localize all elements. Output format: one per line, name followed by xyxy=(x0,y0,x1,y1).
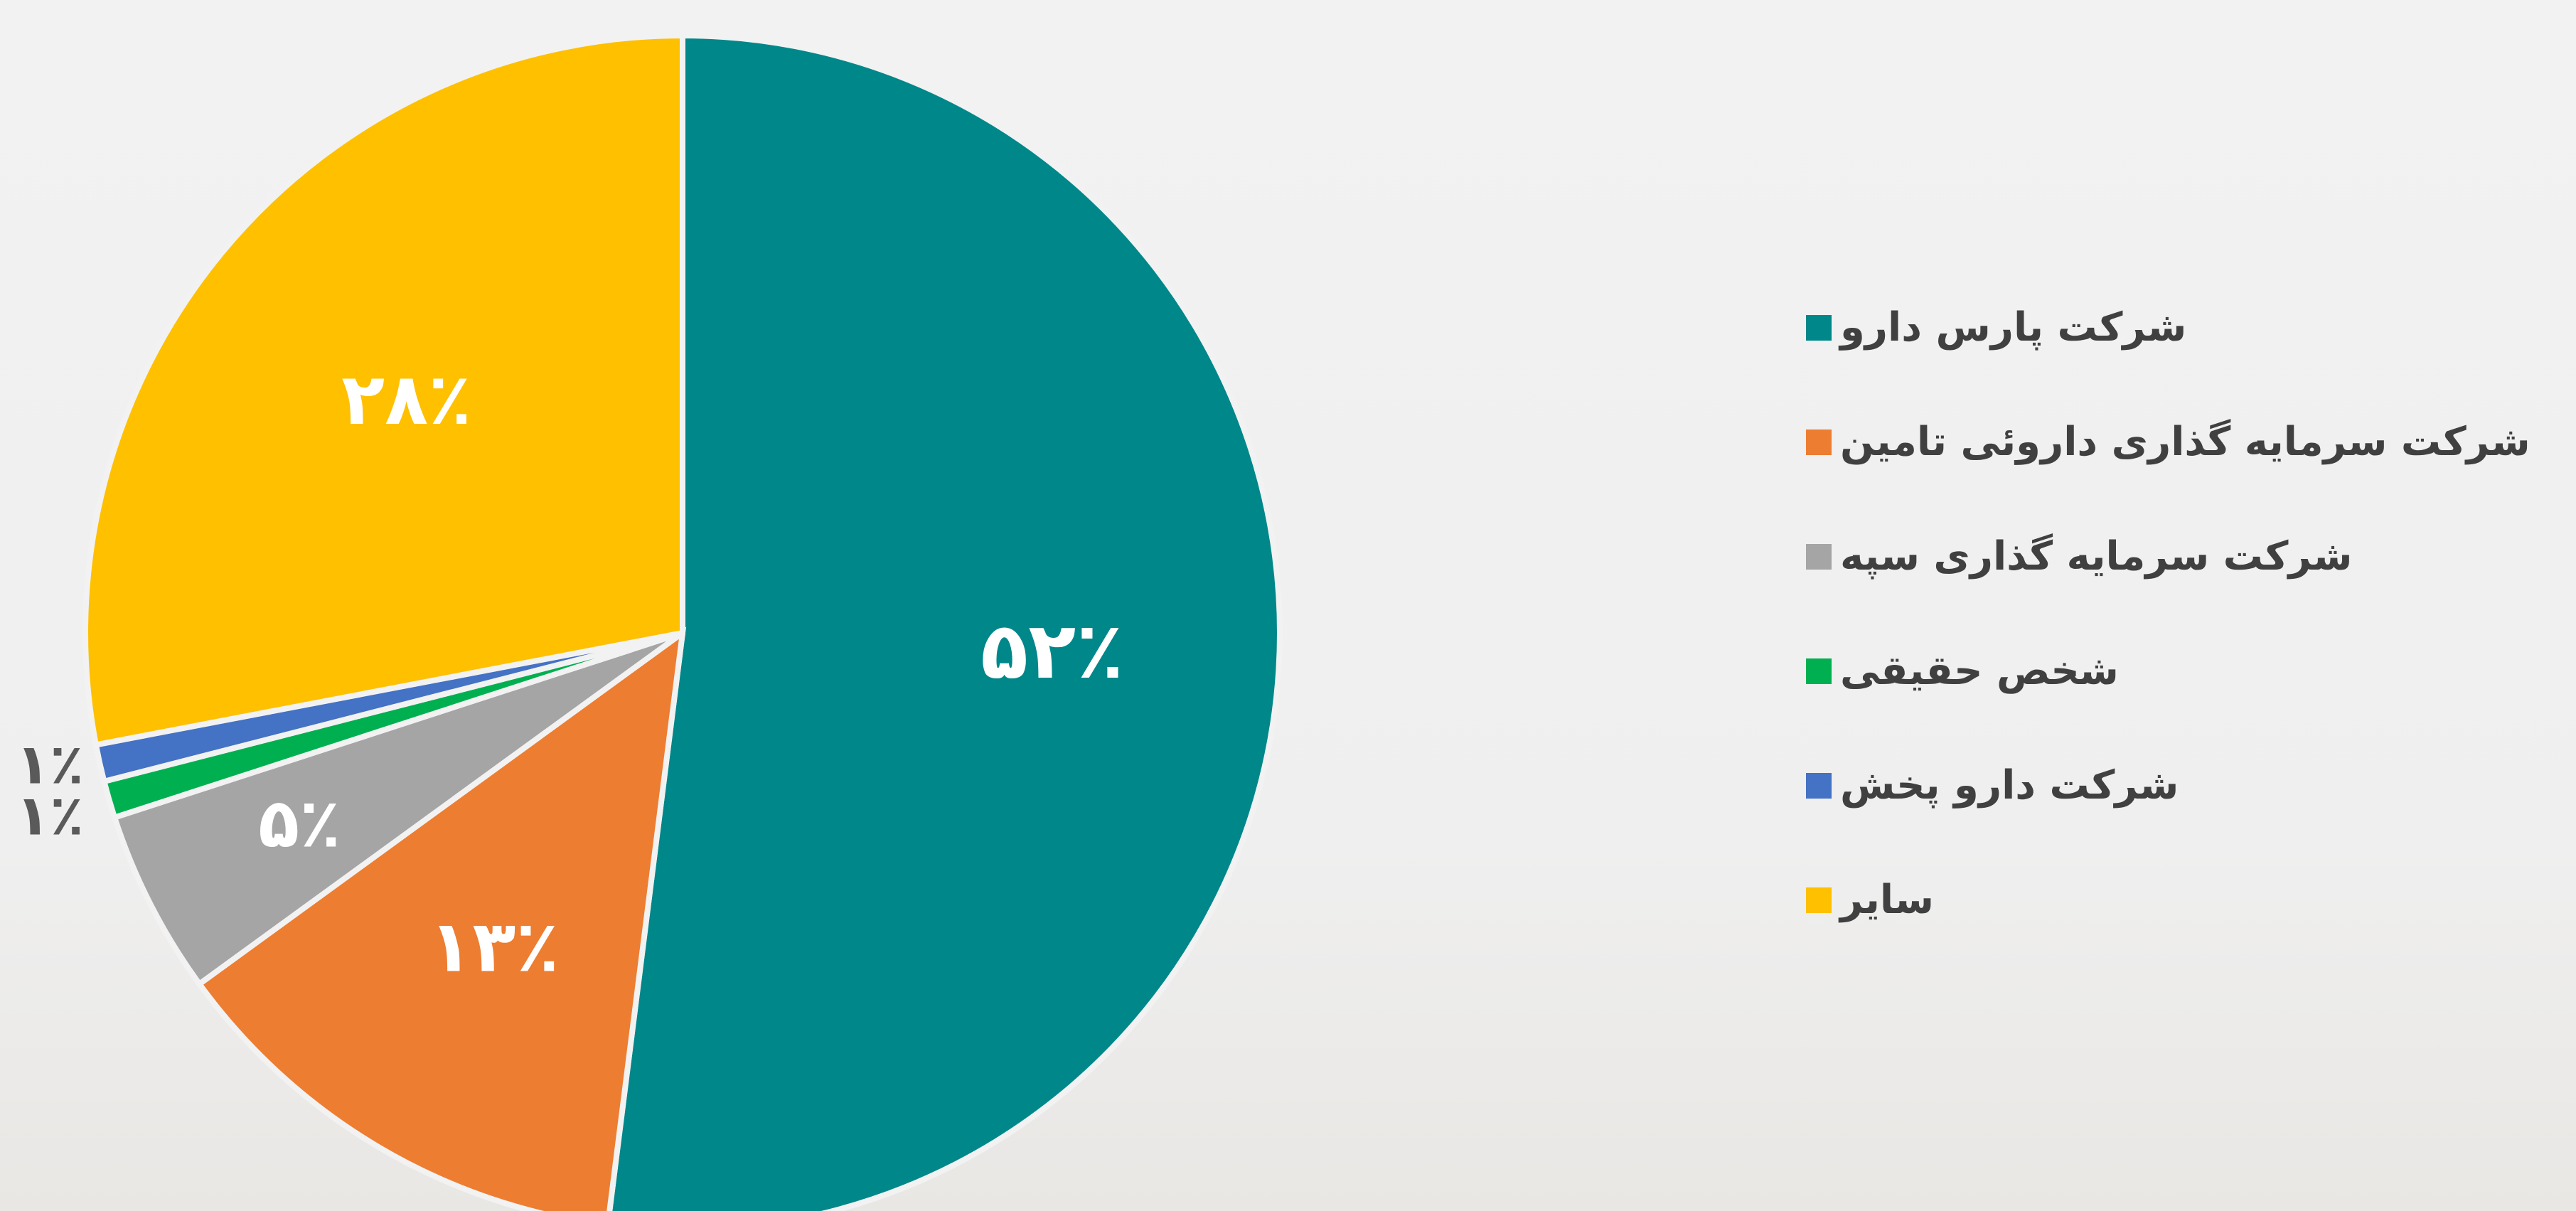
legend-swatch xyxy=(1806,543,1832,570)
slice-label: ۲۸٪ xyxy=(341,358,471,441)
legend-item: شرکت پارس دارو xyxy=(1806,270,2553,385)
slice-label: ۱٪ xyxy=(16,732,83,796)
pie-slice xyxy=(82,32,685,749)
legend-item: شرکت سرمایه گذاری داروئی تامین xyxy=(1806,385,2553,499)
legend-swatch xyxy=(1806,314,1832,341)
legend-swatch xyxy=(1806,429,1832,455)
legend-item: شخص حقیقی xyxy=(1806,614,2553,728)
slice-label: ۵۲٪ xyxy=(980,605,1123,696)
pie-slice xyxy=(195,626,687,1211)
slice-label: ۱٪ xyxy=(16,784,83,848)
chart-legend: شرکت پارس دارو شرکت سرمایه گذاری داروئی ت… xyxy=(1806,270,2553,957)
legend-label: شرکت پارس دارو xyxy=(1840,304,2187,351)
legend-label: شرکت دارو پخش xyxy=(1840,762,2179,809)
legend-swatch xyxy=(1806,772,1832,799)
slice-label: ۵٪ xyxy=(258,784,341,863)
pie-labels: ۵۲٪ ۱۳٪ ۵٪ ۱٪۱٪ ۲۸٪ xyxy=(16,358,1123,988)
legend-swatch xyxy=(1806,887,1832,913)
legend-item: شرکت سرمایه گذاری سپه xyxy=(1806,499,2553,614)
legend-swatch xyxy=(1806,658,1832,684)
pie-slice xyxy=(111,630,685,988)
legend-label: شرکت سرمایه گذاری داروئی تامین xyxy=(1840,419,2530,465)
pie-slices xyxy=(82,32,1283,1211)
legend-item: شرکت دارو پخش xyxy=(1806,728,2553,843)
slice-label: ۱۳٪ xyxy=(429,905,559,988)
legend-item: سایر xyxy=(1806,843,2553,957)
legend-label: سایر xyxy=(1840,877,1934,923)
legend-label: شخص حقیقی xyxy=(1840,648,2119,694)
legend-label: شرکت سرمایه گذاری سپه xyxy=(1840,533,2353,580)
pie-slice xyxy=(606,32,1283,1211)
